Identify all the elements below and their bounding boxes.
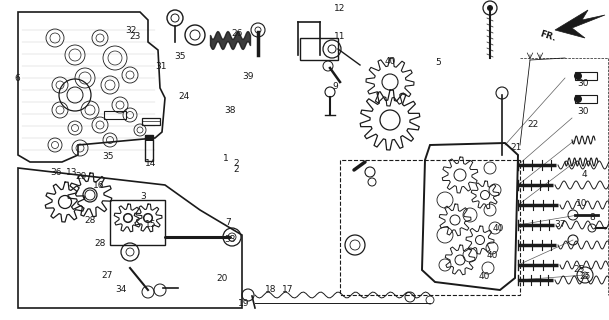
Text: 3: 3 [140, 192, 146, 201]
Text: FR.: FR. [539, 29, 557, 43]
Circle shape [574, 95, 582, 103]
Text: 22: 22 [527, 120, 538, 129]
Bar [145, 135, 153, 161]
Circle shape [574, 72, 582, 80]
Text: 2: 2 [233, 165, 239, 174]
Text: 33: 33 [225, 235, 236, 244]
Text: 8: 8 [589, 213, 595, 222]
Text: 28: 28 [95, 239, 106, 248]
Text: 28: 28 [85, 216, 96, 225]
Bar [300, 38, 338, 60]
Text: 13: 13 [66, 168, 77, 177]
Text: 36: 36 [51, 168, 62, 177]
Text: 40: 40 [479, 272, 490, 281]
Text: 30: 30 [578, 79, 589, 88]
Bar [575, 72, 597, 80]
Text: 23: 23 [130, 32, 141, 41]
Text: 5: 5 [435, 58, 442, 67]
Text: 6: 6 [14, 74, 20, 83]
Text: 10: 10 [576, 199, 587, 208]
Text: 4: 4 [582, 170, 588, 179]
Text: 32: 32 [125, 26, 136, 35]
Text: 31: 31 [155, 62, 166, 71]
Bar [142, 118, 160, 125]
Text: 18: 18 [266, 285, 276, 294]
Text: 19: 19 [238, 300, 249, 308]
Text: 11: 11 [334, 32, 345, 41]
Text: 14: 14 [146, 159, 157, 168]
Circle shape [487, 5, 493, 11]
Text: 39: 39 [243, 72, 254, 81]
Text: 7: 7 [225, 218, 231, 227]
Text: 15: 15 [146, 220, 157, 228]
Text: 29: 29 [76, 172, 86, 181]
Text: 9: 9 [332, 82, 338, 91]
Text: 40: 40 [384, 57, 395, 66]
Text: 26: 26 [232, 29, 243, 38]
Text: 16: 16 [93, 181, 104, 190]
Text: 12: 12 [334, 4, 345, 13]
Bar [575, 95, 597, 103]
Text: 20: 20 [217, 274, 228, 283]
Text: 34: 34 [115, 285, 126, 294]
Text: 37: 37 [555, 220, 566, 228]
Bar [145, 135, 153, 141]
Text: 27: 27 [101, 271, 112, 280]
Text: 21: 21 [511, 143, 522, 152]
Text: 25: 25 [573, 265, 584, 274]
Text: 24: 24 [178, 92, 189, 100]
Text: 35: 35 [174, 52, 185, 61]
Polygon shape [555, 10, 605, 38]
Text: 40: 40 [493, 224, 504, 233]
Text: 17: 17 [282, 285, 293, 294]
Text: 30: 30 [578, 107, 589, 116]
Text: 40: 40 [487, 252, 498, 260]
Text: 2: 2 [233, 159, 239, 168]
Text: 25: 25 [579, 272, 590, 281]
Bar [110, 200, 165, 245]
Text: 38: 38 [225, 106, 236, 115]
Text: 1: 1 [222, 154, 228, 163]
Text: 35: 35 [103, 152, 114, 161]
